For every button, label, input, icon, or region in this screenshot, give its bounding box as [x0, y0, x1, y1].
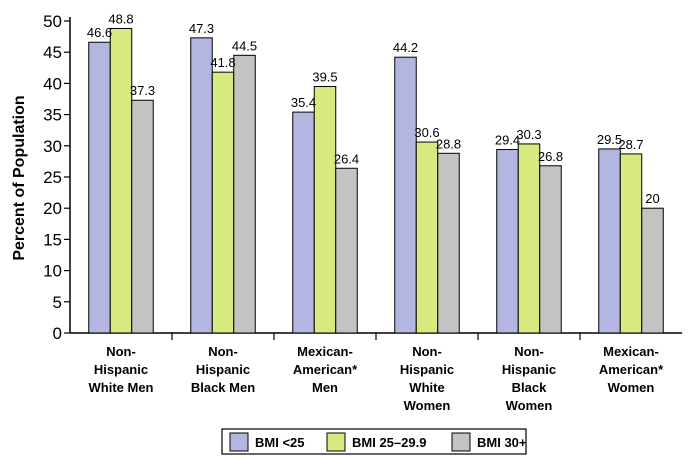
bar	[517, 143, 541, 334]
bar	[88, 41, 111, 334]
bar	[539, 165, 562, 334]
bar-value-label: 26.4	[334, 151, 359, 166]
bar	[233, 54, 256, 334]
y-tick-label: 45	[43, 43, 62, 62]
legend-swatch	[326, 432, 346, 452]
category-label: Hispanic	[196, 362, 250, 377]
category-label: Hispanic	[400, 362, 454, 377]
bar-value-label: 39.5	[312, 70, 337, 85]
legend-swatch	[229, 432, 249, 452]
bar	[190, 37, 213, 334]
bar-value-label: 28.8	[436, 136, 461, 151]
bar-value-label: 48.8	[108, 11, 133, 26]
category-label: Women	[608, 380, 655, 395]
bar	[313, 86, 337, 334]
bar-value-label: 35.4	[291, 95, 316, 110]
legend-label: BMI 30+	[477, 435, 527, 450]
y-tick-label: 15	[43, 230, 62, 249]
bar	[641, 207, 664, 334]
bar-value-label: 46.6	[87, 25, 112, 40]
y-axis-label: Percent of Population	[11, 95, 28, 260]
category-label: Men	[312, 380, 338, 395]
y-tick-label: 5	[53, 293, 62, 312]
bar-value-label: 30.3	[516, 127, 541, 142]
bar-value-label: 44.5	[232, 38, 257, 53]
category-label: Non-	[514, 344, 544, 359]
y-tick-label: 25	[43, 168, 62, 187]
category-label: Hispanic	[94, 362, 148, 377]
bar-value-label: 47.3	[189, 21, 214, 36]
y-tick-label: 20	[43, 199, 62, 218]
category-label: Hispanic	[502, 362, 556, 377]
bar	[415, 141, 439, 334]
bar-value-label: 29.4	[495, 133, 520, 148]
category-label: Black	[512, 380, 547, 395]
data-labels: 46.648.8 37.3 47.3 41.8 44.5 35.4 39.5 26.4 44.2…	[87, 11, 660, 206]
bar	[496, 149, 519, 334]
legend-label: BMI 25–29.9	[352, 435, 426, 450]
bar-value-label: 29.5	[597, 132, 622, 147]
bar	[335, 167, 358, 334]
y-tick-label: 35	[43, 106, 62, 125]
category-label: Non-	[412, 344, 442, 359]
bar-value-label: 44.2	[393, 40, 418, 55]
category-label: Mexican-	[297, 344, 353, 359]
y-tick-label: 50	[43, 12, 62, 31]
bar-value-label: 41.8	[210, 55, 235, 70]
bar-value-label: 20	[645, 191, 659, 206]
category-label: Black Men	[191, 380, 255, 395]
category-label: Non-	[208, 344, 238, 359]
bars	[88, 27, 664, 334]
category-label: White	[409, 380, 444, 395]
category-label: Non-	[106, 344, 136, 359]
category-labels: Non- Hispanic White Men Non- Hispanic Black M…	[89, 344, 665, 413]
legend: BMI <25 BMI 25–29.9 BMI 30+	[221, 428, 527, 455]
bar-value-label: 37.3	[130, 83, 155, 98]
category-label: Women	[404, 398, 451, 413]
bar	[437, 152, 460, 334]
category-label: American*	[599, 362, 664, 377]
bar	[131, 99, 154, 334]
bar-value-label: 30.6	[414, 125, 439, 140]
category-label: American*	[293, 362, 358, 377]
bar-value-label: 28.7	[618, 137, 643, 152]
bar	[211, 71, 235, 334]
y-tick-label: 30	[43, 137, 62, 156]
bar	[394, 56, 417, 334]
category-label: Women	[506, 398, 553, 413]
bar	[109, 27, 133, 334]
y-tick-label: 10	[43, 262, 62, 281]
axes: 0 5 10 15 20 25 30 35 40 45 50	[43, 12, 682, 343]
bar	[292, 111, 315, 334]
legend-swatch	[451, 432, 471, 452]
bar-value-label: 26.8	[538, 149, 563, 164]
y-tick-label: 40	[43, 74, 62, 93]
category-label: Mexican-	[603, 344, 659, 359]
bar	[598, 148, 621, 334]
category-label: White Men	[89, 380, 154, 395]
bar	[619, 153, 643, 334]
legend-label: BMI <25	[255, 435, 305, 450]
y-tick-label: 0	[53, 324, 62, 343]
legend-box	[221, 428, 527, 455]
